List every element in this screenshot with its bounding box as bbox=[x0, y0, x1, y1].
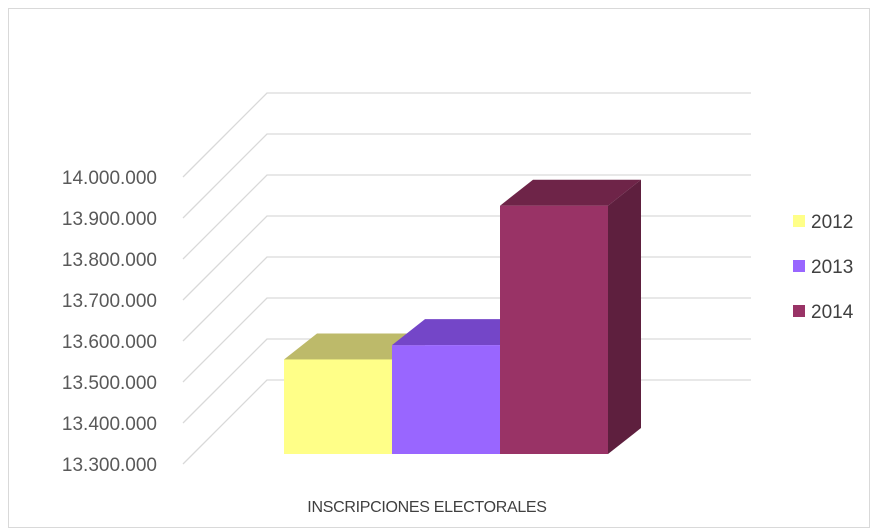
legend-label: 2014 bbox=[811, 302, 854, 323]
legend-swatch bbox=[793, 215, 805, 227]
bar-top-face bbox=[500, 179, 641, 206]
bar-front-face bbox=[284, 359, 392, 454]
gridline bbox=[182, 92, 751, 178]
legend-item-2012: 2012 bbox=[793, 212, 853, 233]
legend-item-2013: 2013 bbox=[793, 257, 853, 278]
legend-swatch bbox=[793, 305, 805, 317]
y-tick-label: 13.500.000 bbox=[62, 373, 157, 394]
gridline bbox=[182, 215, 751, 301]
y-tick-label: 13.400.000 bbox=[62, 414, 157, 435]
bar-front-face bbox=[392, 345, 500, 454]
x-axis-category-label: INSCRIPCIONES ELECTORALES bbox=[307, 499, 546, 516]
gridline bbox=[182, 133, 751, 219]
y-tick-label: 14.000.000 bbox=[62, 168, 157, 189]
legend: 2012 2013 2014 bbox=[793, 212, 854, 323]
bar-2014 bbox=[500, 179, 641, 454]
legend-swatch bbox=[793, 260, 805, 272]
gridline bbox=[182, 174, 751, 260]
bar-front-face bbox=[500, 205, 608, 454]
bar-top-face bbox=[392, 319, 533, 346]
y-tick-label: 13.800.000 bbox=[62, 250, 157, 271]
y-tick-label: 13.700.000 bbox=[62, 291, 157, 312]
legend-item-2014: 2014 bbox=[793, 302, 854, 323]
bar-top-face bbox=[284, 333, 425, 360]
y-axis-tick-labels: 13.300.000 13.400.000 13.500.000 13.600.000… bbox=[62, 168, 157, 476]
legend-label: 2012 bbox=[811, 212, 853, 233]
legend-label: 2013 bbox=[811, 257, 853, 278]
bar-chart-3d: 13.300.000 13.400.000 13.500.000 13.600.000… bbox=[62, 92, 854, 516]
gridlines bbox=[182, 92, 751, 465]
y-tick-label: 13.900.000 bbox=[62, 209, 157, 230]
bars bbox=[284, 179, 641, 454]
bar-side-face bbox=[608, 179, 641, 454]
chart-frame: 13.300.000 13.400.000 13.500.000 13.600.000… bbox=[8, 8, 870, 528]
y-tick-label: 13.600.000 bbox=[62, 332, 157, 353]
y-tick-label: 13.300.000 bbox=[62, 455, 157, 476]
